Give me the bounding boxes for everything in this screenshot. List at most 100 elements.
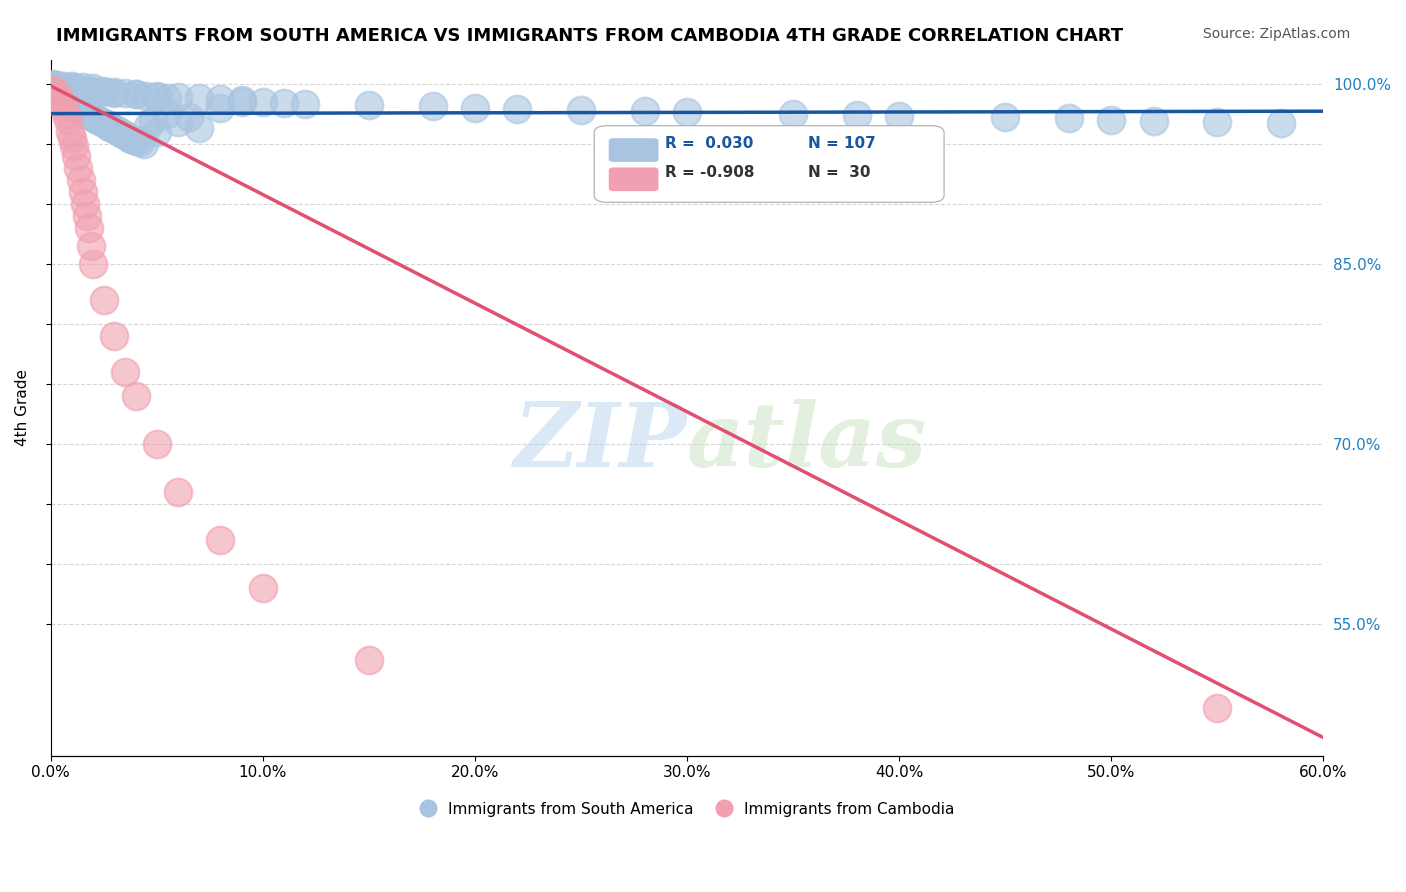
Point: [252, 581, 274, 595]
Text: R =  0.030: R = 0.030: [665, 136, 754, 151]
Point: [506, 102, 529, 116]
FancyBboxPatch shape: [609, 169, 658, 190]
Point: [105, 123, 128, 137]
Point: [676, 105, 699, 120]
Point: [46, 78, 69, 92]
Point: [209, 101, 232, 115]
Point: [134, 136, 156, 151]
Point: [146, 90, 169, 104]
Point: [51, 81, 73, 95]
Point: [209, 533, 232, 547]
Y-axis label: 4th Grade: 4th Grade: [15, 369, 30, 446]
Point: [188, 120, 211, 135]
Point: [46, 78, 69, 93]
Point: [65, 90, 87, 104]
Point: [46, 85, 69, 99]
Point: [80, 238, 103, 252]
Point: [103, 86, 125, 100]
Point: [273, 95, 295, 110]
Point: [122, 133, 145, 147]
Point: [48, 80, 70, 95]
Point: [177, 110, 200, 124]
Point: [103, 328, 125, 343]
Point: [56, 85, 79, 99]
Point: [167, 90, 190, 104]
Point: [103, 122, 125, 136]
Point: [167, 115, 190, 129]
Point: [294, 97, 316, 112]
Point: [156, 91, 179, 105]
Point: [188, 91, 211, 105]
Text: N =  30: N = 30: [808, 165, 870, 180]
Point: [80, 109, 103, 123]
Point: [51, 95, 73, 109]
Point: [633, 104, 655, 119]
Point: [60, 130, 83, 145]
Point: [60, 87, 83, 102]
Text: R = -0.908: R = -0.908: [665, 165, 755, 180]
Point: [422, 99, 444, 113]
Point: [464, 101, 486, 115]
Point: [101, 120, 124, 135]
Point: [73, 196, 96, 211]
Point: [82, 84, 104, 98]
Point: [59, 95, 82, 110]
Point: [63, 139, 86, 153]
Point: [357, 652, 380, 666]
Point: [72, 80, 94, 95]
Point: [56, 112, 79, 127]
Point: [782, 106, 804, 120]
Point: [138, 119, 160, 133]
Point: [124, 134, 146, 148]
Text: IMMIGRANTS FROM SOUTH AMERICA VS IMMIGRANTS FROM CAMBODIA 4TH GRADE CORRELATION : IMMIGRANTS FROM SOUTH AMERICA VS IMMIGRA…: [56, 27, 1123, 45]
Text: atlas: atlas: [688, 399, 927, 485]
Point: [231, 95, 253, 109]
Point: [48, 87, 70, 102]
Point: [1142, 113, 1164, 128]
Point: [72, 104, 94, 119]
Point: [97, 119, 120, 133]
Point: [142, 112, 165, 127]
Point: [48, 91, 70, 105]
Text: N = 107: N = 107: [808, 136, 876, 151]
Point: [52, 101, 75, 115]
Point: [44, 78, 66, 92]
Text: ZIP: ZIP: [513, 399, 688, 485]
Point: [114, 365, 136, 379]
Point: [76, 209, 98, 223]
Point: [86, 112, 108, 127]
Point: [146, 88, 169, 103]
Point: [67, 161, 90, 175]
Point: [73, 82, 96, 96]
Point: [129, 136, 152, 150]
Point: [124, 388, 146, 402]
Point: [82, 81, 104, 95]
Point: [146, 125, 169, 139]
Point: [167, 484, 190, 499]
Point: [93, 85, 115, 99]
Point: [55, 106, 77, 120]
Point: [252, 95, 274, 109]
Point: [110, 126, 132, 140]
Point: [42, 82, 65, 96]
Point: [569, 103, 592, 117]
Point: [65, 101, 87, 115]
Point: [93, 84, 115, 98]
Point: [46, 88, 69, 103]
Point: [63, 99, 86, 113]
Point: [65, 148, 87, 162]
Point: [55, 84, 77, 98]
Point: [52, 78, 75, 93]
Point: [44, 85, 66, 99]
Point: [89, 113, 111, 128]
Point: [72, 185, 94, 199]
Point: [156, 106, 179, 120]
Point: [98, 120, 121, 134]
Point: [994, 110, 1017, 124]
Point: [77, 108, 100, 122]
Point: [69, 92, 91, 106]
Point: [59, 86, 82, 100]
Point: [1057, 112, 1080, 126]
Point: [93, 293, 115, 307]
Point: [1099, 112, 1122, 127]
